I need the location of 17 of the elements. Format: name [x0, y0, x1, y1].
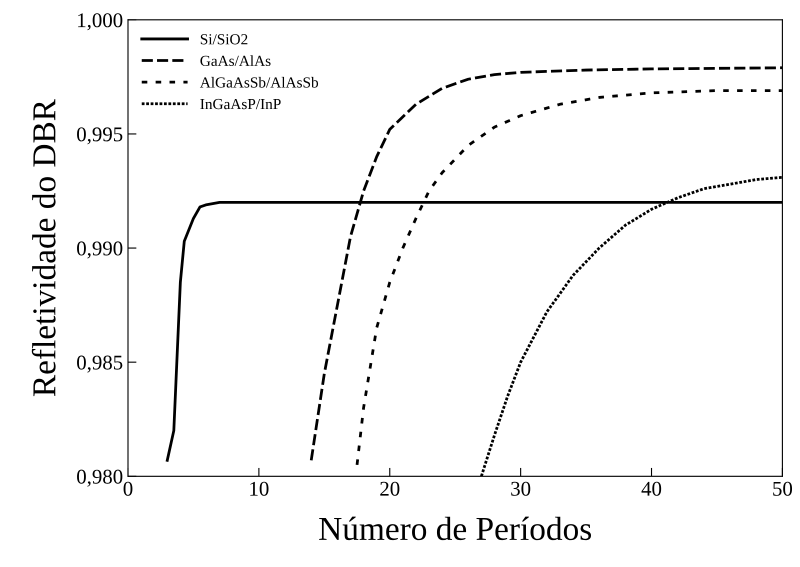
x-tick-label: 40	[642, 482, 662, 496]
legend-label: AlGaAsSb/AlAsSb	[200, 76, 318, 88]
y-tick-label: 0,980	[77, 470, 122, 487]
legend-label: GaAs/AlAs	[200, 55, 271, 66]
y-tick-label: 0,995	[77, 127, 122, 144]
x-tick-label: 0	[124, 482, 132, 496]
x-tick-label: 20	[380, 482, 400, 496]
x-tick-label: 10	[250, 482, 268, 496]
y-tick-label: 1,000	[78, 13, 122, 30]
y-tick-label: 0,985	[77, 356, 122, 373]
x-tick-label: 30	[511, 482, 530, 496]
y-axis-title: Refletividade do DBR	[32, 99, 56, 396]
y-tick-label: 0,990	[77, 241, 122, 258]
legend-label: Si/SiO2	[200, 34, 248, 44]
legend-label: InGaAsP/InP	[200, 98, 281, 110]
x-axis-title: Número de Períodos	[319, 516, 592, 540]
x-tick-label: 50	[773, 482, 792, 496]
